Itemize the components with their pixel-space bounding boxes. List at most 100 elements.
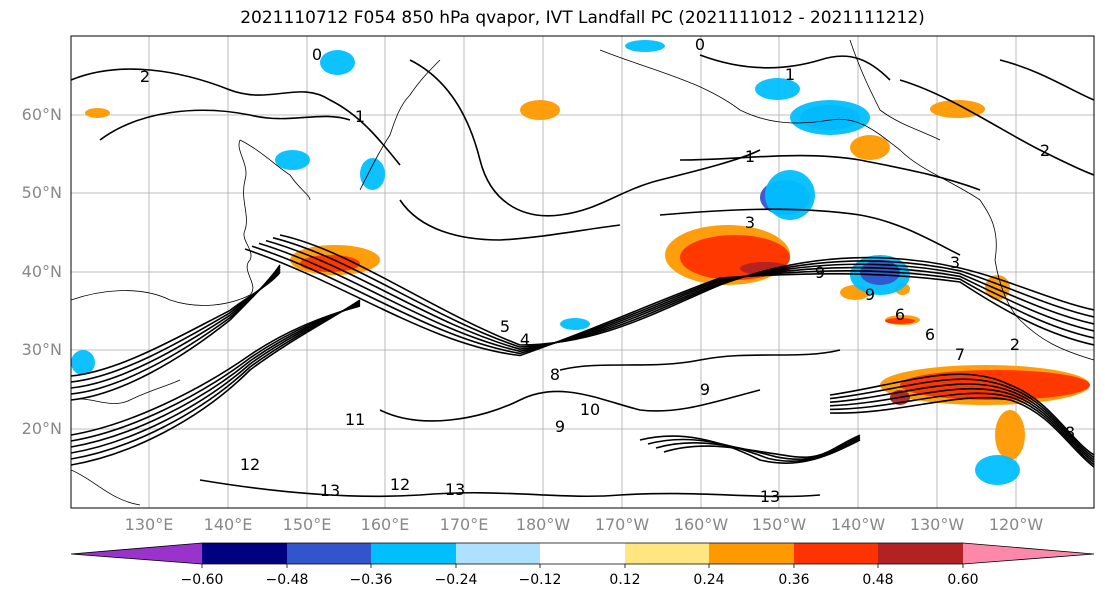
colorbar-tick-label: 0.48: [862, 572, 894, 588]
qvapor-blob: [85, 108, 110, 118]
qvapor-blob: [275, 150, 310, 170]
ivt-contour: [899, 79, 1094, 176]
ivt-contour: [829, 378, 1094, 459]
colorbar-segment: [202, 543, 287, 564]
colorbar-tick-label: −0.36: [349, 572, 393, 588]
contour-label: 7: [955, 345, 965, 364]
ivt-contour: [999, 59, 1094, 101]
contour-label: 6: [925, 325, 935, 344]
contour-label: 3: [745, 213, 755, 232]
ivt-contour: [679, 154, 981, 191]
ivt-contour: [829, 392, 1094, 466]
qvapor-blob: [790, 100, 870, 135]
ivt-contour: [199, 479, 821, 498]
longitude-label: 160°W: [673, 515, 729, 534]
latitude-label: 30°N: [21, 340, 62, 359]
latitude-label: 20°N: [21, 419, 62, 438]
coastline: [239, 139, 311, 201]
colorbar-segment: [794, 543, 878, 564]
qvapor-blob: [975, 455, 1020, 485]
contour-label: 12: [390, 475, 410, 494]
colorbar-segment: [540, 543, 625, 564]
contour-label: 8: [550, 365, 560, 384]
colorbar-tick-label: 0.36: [778, 572, 810, 588]
contour-label: 1: [745, 147, 755, 166]
coastline: [849, 39, 941, 141]
ivt-contour: [379, 389, 761, 422]
coastline: [71, 379, 181, 404]
ivt-contour: [71, 271, 281, 377]
ivt-contour: [71, 304, 361, 442]
contour-label: 12: [240, 455, 260, 474]
ivt-contour: [829, 396, 1094, 468]
longitude-label: 140°W: [830, 515, 886, 534]
colorbar: [70, 542, 1095, 568]
colorbar-segment: [878, 543, 963, 564]
contour-label: 13: [445, 480, 465, 499]
ivt-contour: [639, 435, 861, 464]
ivt-contour: [272, 237, 1094, 348]
qvapor-blob: [625, 40, 665, 52]
qvapor-blob: [765, 170, 815, 220]
contour-label: 13: [320, 481, 340, 500]
qvapor-blob: [520, 100, 560, 120]
contour-label: 9: [865, 285, 875, 304]
contour-label: 8: [1065, 423, 1075, 442]
longitude-label: 130°W: [909, 515, 965, 534]
map-frame: [70, 35, 1095, 509]
contour-label: 3: [950, 253, 960, 272]
coastline: [1019, 319, 1094, 361]
longitude-label: 150°E: [282, 515, 332, 534]
colorbar-segment: [456, 543, 540, 564]
colorbar-segment: [287, 543, 371, 564]
contour-label: 2: [140, 67, 150, 86]
latitude-label: 50°N: [21, 183, 62, 202]
qvapor-blob: [885, 318, 915, 324]
map-title: 2021110712 F054 850 hPa qvapor, IVT Land…: [240, 8, 925, 28]
contour-label: 13: [760, 487, 780, 506]
contour-label: 0: [312, 45, 322, 64]
coastline: [599, 49, 1021, 321]
longitude-label: 170°W: [594, 515, 650, 534]
qvapor-blob: [320, 50, 355, 75]
longitude-label: 130°E: [124, 515, 174, 534]
ivt-contour: [663, 434, 861, 459]
longitude-label: 180°W: [515, 515, 571, 534]
coastline: [71, 469, 141, 506]
coastline: [359, 59, 441, 191]
qvapor-blob: [930, 100, 985, 118]
longitude-label: 120°W: [988, 515, 1044, 534]
ivt-contour: [71, 302, 361, 448]
contour-label: 9: [815, 263, 825, 282]
ivt-contour: [71, 305, 361, 436]
qvapor-blob: [900, 370, 1090, 400]
ivt-contour: [699, 54, 891, 81]
qvapor-blob: [560, 318, 590, 330]
contour-label: 1: [355, 107, 365, 126]
contour-label: 6: [895, 305, 905, 324]
ivt-contour: [559, 349, 841, 371]
contour-label: 9: [555, 417, 565, 436]
ivt-contour: [265, 239, 1094, 351]
ivt-contour: [71, 68, 401, 166]
ivt-contour: [655, 436, 861, 461]
qvapor-blob: [850, 135, 890, 160]
qvapor-blob: [755, 78, 800, 100]
latitude-label: 40°N: [21, 262, 62, 281]
colorbar-segment: [963, 543, 1094, 564]
ivt-contour: [258, 242, 1094, 353]
colorbar-segment: [71, 543, 202, 564]
ivt-contour: [829, 373, 1094, 456]
contour-label: 5: [500, 317, 510, 336]
colorbar-segment: [371, 543, 456, 564]
colorbar-tick-label: 0.60: [947, 572, 979, 588]
latitude-label: 60°N: [21, 105, 62, 124]
ivt-contour: [409, 59, 761, 217]
longitude-label: 140°E: [203, 515, 253, 534]
colorbar-tick-label: 0.12: [609, 572, 641, 588]
ivt-contour: [659, 208, 961, 256]
colorbar-tick-label: −0.60: [180, 572, 224, 588]
colorbar-tick-label: −0.24: [434, 572, 478, 588]
coastlines: [71, 39, 1094, 506]
ivt-contour: [244, 248, 1094, 357]
